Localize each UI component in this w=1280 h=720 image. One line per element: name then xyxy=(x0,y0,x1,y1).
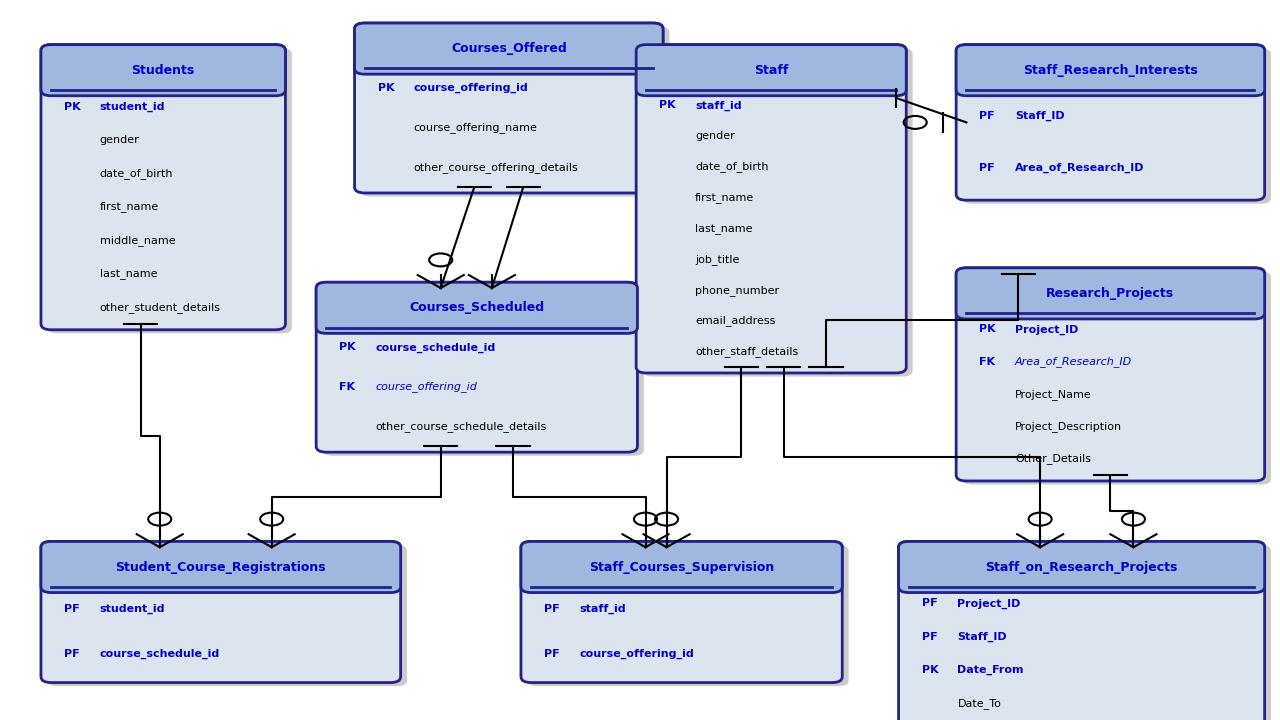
Text: Courses_Scheduled: Courses_Scheduled xyxy=(410,301,544,315)
FancyBboxPatch shape xyxy=(963,48,1271,204)
FancyBboxPatch shape xyxy=(355,23,663,193)
Text: PK: PK xyxy=(922,665,938,675)
FancyBboxPatch shape xyxy=(643,48,913,377)
Text: course_offering_id: course_offering_id xyxy=(413,83,529,94)
FancyBboxPatch shape xyxy=(956,45,1265,200)
Text: PK: PK xyxy=(979,325,996,334)
Text: first_name: first_name xyxy=(695,192,754,203)
Text: job_title: job_title xyxy=(695,254,740,265)
Text: Other_Details: Other_Details xyxy=(1015,454,1091,464)
Text: Staff_ID: Staff_ID xyxy=(957,631,1007,642)
Text: Staff_Research_Interests: Staff_Research_Interests xyxy=(1023,63,1198,77)
Text: gender: gender xyxy=(100,135,140,145)
Text: PF: PF xyxy=(922,598,937,608)
FancyBboxPatch shape xyxy=(521,541,842,593)
Text: date_of_birth: date_of_birth xyxy=(100,168,173,179)
Text: date_of_birth: date_of_birth xyxy=(695,161,768,173)
FancyBboxPatch shape xyxy=(41,541,401,683)
Text: Students: Students xyxy=(132,63,195,77)
Text: other_course_offering_details: other_course_offering_details xyxy=(413,162,579,173)
Text: FK: FK xyxy=(339,382,356,392)
FancyBboxPatch shape xyxy=(47,48,292,333)
Text: Courses_Offered: Courses_Offered xyxy=(451,42,567,55)
FancyBboxPatch shape xyxy=(316,282,637,452)
Text: Staff_ID: Staff_ID xyxy=(1015,111,1065,121)
Text: last_name: last_name xyxy=(100,269,157,279)
Text: Staff: Staff xyxy=(754,63,788,77)
FancyBboxPatch shape xyxy=(41,541,401,593)
Text: Student_Course_Registrations: Student_Course_Registrations xyxy=(115,560,326,574)
Text: PF: PF xyxy=(979,111,995,121)
FancyBboxPatch shape xyxy=(41,45,285,330)
Text: middle_name: middle_name xyxy=(100,235,175,246)
Text: PF: PF xyxy=(544,649,559,660)
Text: Staff_on_Research_Projects: Staff_on_Research_Projects xyxy=(986,560,1178,574)
Text: student_id: student_id xyxy=(100,604,165,614)
Text: PF: PF xyxy=(544,604,559,614)
Text: course_schedule_id: course_schedule_id xyxy=(100,649,220,660)
Text: Project_ID: Project_ID xyxy=(957,598,1021,608)
Text: PK: PK xyxy=(339,343,356,352)
FancyBboxPatch shape xyxy=(355,23,663,74)
Text: Date_From: Date_From xyxy=(957,665,1024,675)
FancyBboxPatch shape xyxy=(636,45,906,373)
Text: Area_of_Research_ID: Area_of_Research_ID xyxy=(1015,163,1144,174)
Text: Research_Projects: Research_Projects xyxy=(1046,287,1175,300)
Text: PF: PF xyxy=(64,604,79,614)
Text: first_name: first_name xyxy=(100,202,159,212)
Text: Project_Description: Project_Description xyxy=(1015,421,1123,432)
Text: PK: PK xyxy=(378,84,394,93)
Text: course_offering_id: course_offering_id xyxy=(580,649,695,660)
Text: Staff_Courses_Supervision: Staff_Courses_Supervision xyxy=(589,560,774,574)
FancyBboxPatch shape xyxy=(963,271,1271,485)
FancyBboxPatch shape xyxy=(316,282,637,333)
FancyBboxPatch shape xyxy=(527,545,849,686)
Text: staff_id: staff_id xyxy=(580,604,626,614)
Text: phone_number: phone_number xyxy=(695,284,780,296)
Text: PK: PK xyxy=(659,100,676,110)
Text: student_id: student_id xyxy=(100,102,165,112)
FancyBboxPatch shape xyxy=(521,541,842,683)
Text: other_student_details: other_student_details xyxy=(100,302,221,312)
Text: course_schedule_id: course_schedule_id xyxy=(375,342,495,353)
Text: Project_ID: Project_ID xyxy=(1015,324,1079,335)
Text: course_offering_id: course_offering_id xyxy=(375,382,477,392)
FancyBboxPatch shape xyxy=(361,27,669,197)
Text: Date_To: Date_To xyxy=(957,698,1001,708)
Text: PF: PF xyxy=(979,163,995,174)
FancyBboxPatch shape xyxy=(956,268,1265,319)
FancyBboxPatch shape xyxy=(956,268,1265,481)
Text: other_course_schedule_details: other_course_schedule_details xyxy=(375,421,547,432)
FancyBboxPatch shape xyxy=(323,286,644,456)
FancyBboxPatch shape xyxy=(41,45,285,96)
FancyBboxPatch shape xyxy=(47,545,407,686)
Text: PF: PF xyxy=(64,649,79,660)
Text: Area_of_Research_ID: Area_of_Research_ID xyxy=(1015,356,1133,367)
Text: PK: PK xyxy=(64,102,81,112)
FancyBboxPatch shape xyxy=(636,45,906,96)
Text: email_address: email_address xyxy=(695,315,776,326)
Text: last_name: last_name xyxy=(695,223,753,234)
FancyBboxPatch shape xyxy=(899,541,1265,593)
Text: staff_id: staff_id xyxy=(695,100,741,111)
Text: gender: gender xyxy=(695,131,735,141)
Text: PF: PF xyxy=(922,631,937,642)
Text: course_offering_name: course_offering_name xyxy=(413,122,538,133)
FancyBboxPatch shape xyxy=(905,545,1271,720)
FancyBboxPatch shape xyxy=(956,45,1265,96)
Text: Project_Name: Project_Name xyxy=(1015,389,1092,400)
Text: FK: FK xyxy=(979,357,996,366)
Text: other_staff_details: other_staff_details xyxy=(695,346,799,357)
FancyBboxPatch shape xyxy=(899,541,1265,720)
